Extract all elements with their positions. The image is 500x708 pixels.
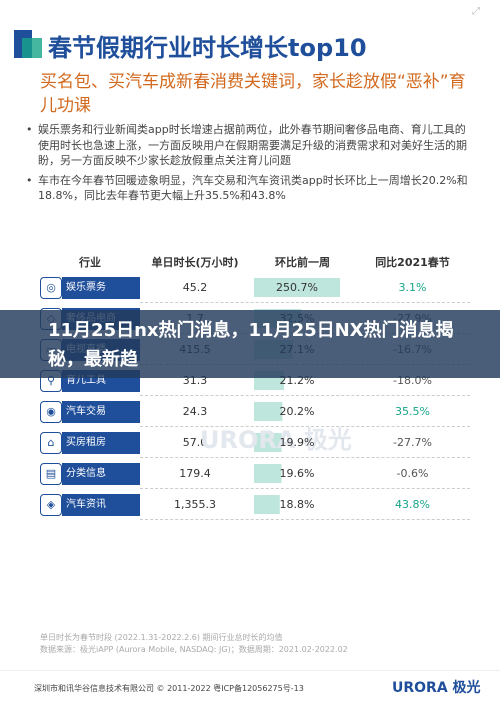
industry-label: 分类信息: [62, 462, 140, 485]
wow-bar-fill: [254, 464, 282, 483]
footnote: 单日时长为春节时段 (2022.1.31-2022.2.6) 期间行业总时长的均…: [40, 632, 348, 656]
industry-label: 汽车交易: [62, 400, 140, 423]
industry-icon: ▤: [40, 462, 62, 485]
wow-cell: 250.7%: [252, 272, 342, 303]
industry-label: 买房租房: [62, 431, 140, 454]
wow-bar-fill: [254, 402, 283, 421]
brand-logo: URORA 极光: [392, 680, 481, 696]
row-divider: [140, 519, 470, 520]
bullet-dot-icon: •: [26, 123, 33, 136]
wow-bar: [254, 433, 282, 452]
logo-icon: [14, 30, 42, 58]
col-header-yoy: 同比2021春节: [375, 256, 450, 269]
overlay-banner[interactable]: 11月25日nx热门消息，11月25日NX热门消息揭秘，最新趋: [0, 310, 500, 378]
wow-cell: 20.2%: [252, 396, 342, 427]
bullet-item: • 娱乐票务和行业新闻类app时长增速占据前两位，此外春节期间奢侈品电商、育儿工…: [26, 122, 476, 169]
banner-text: 11月25日nx热门消息，11月25日NX热门消息揭秘，最新趋: [48, 320, 454, 370]
table-header: 行业 单日时长(万小时) 环比前一周 同比2021春节: [40, 252, 470, 272]
industry-cell: ⌂ 买房租房: [40, 431, 140, 454]
duration-cell: 57.0: [182, 436, 208, 449]
yoy-cell: -0.6%: [396, 467, 429, 480]
bullet-text: 娱乐票务和行业新闻类app时长增速占据前两位，此外春节期间奢侈品电商、育儿工具的…: [38, 123, 467, 167]
table-row: ◉ 汽车交易 24.3 20.2% 35.5%: [40, 396, 470, 427]
duration-cell: 24.3: [182, 405, 208, 418]
bullet-text: 车市在今年春节回暖迹象明显，汽车交易和汽车资讯类app时长环比上一周增长20.2…: [38, 173, 468, 203]
duration-cell: 179.4: [179, 467, 211, 480]
yoy-cell: 3.1%: [398, 281, 427, 294]
wow-bar: [254, 464, 282, 483]
footer: 深圳市和讯华谷信息技术有限公司 © 2011-2022 粤ICP备1205627…: [0, 670, 500, 708]
header: 春节假期行业时长增长top10: [0, 26, 500, 64]
industry-icon: ◉: [40, 400, 62, 423]
col-header-industry: 行业: [79, 256, 101, 269]
expand-icon[interactable]: ⤢: [472, 6, 480, 17]
wow-bar-fill: [254, 278, 340, 297]
watermark-logo: URORA 极光: [200, 426, 352, 454]
bullet-list: • 娱乐票务和行业新闻类app时长增速占据前两位，此外春节期间奢侈品电商、育儿工…: [26, 122, 476, 208]
yoy-cell: 35.5%: [395, 405, 430, 418]
wow-cell: 19.9%: [252, 427, 342, 458]
wow-cell: 19.6%: [252, 458, 342, 489]
subtitle: 买名包、买汽车成新春消费关键词，家长趁放假“恶补”育儿功课: [40, 72, 466, 116]
industry-icon: ◈: [40, 493, 62, 516]
row-divider: [140, 302, 470, 303]
industry-cell: ◈ 汽车资讯: [40, 493, 140, 516]
col-header-wow: 环比前一周: [275, 256, 330, 269]
wow-bar-fill: [254, 433, 282, 452]
wow-bar: [254, 402, 283, 421]
footnote-line: 数据来源：极光iAPP (Aurora Mobile, NASDAQ: JG)；…: [40, 645, 348, 654]
col-header-duration: 单日时长(万小时): [151, 256, 239, 269]
industry-icon: ◎: [40, 276, 62, 299]
table-row: ◈ 汽车资讯 1,355.3 18.8% 43.8%: [40, 489, 470, 520]
wow-value: 20.2%: [279, 405, 315, 418]
yoy-cell: -27.7%: [393, 436, 432, 449]
page-title: 春节假期行业时长增长top10: [48, 34, 367, 62]
copyright-text: 深圳市和讯华谷信息技术有限公司 © 2011-2022 粤ICP备1205627…: [34, 684, 304, 693]
wow-value: 19.6%: [279, 467, 315, 480]
industry-cell: ▤ 分类信息: [40, 462, 140, 485]
row-divider: [140, 488, 470, 489]
wow-value: 250.7%: [276, 281, 318, 294]
wow-value: 18.8%: [279, 498, 315, 511]
industry-cell: ◎ 娱乐票务: [40, 276, 140, 299]
table-row: ▤ 分类信息 179.4 19.6% -0.6%: [40, 458, 470, 489]
table-row: ⌂ 买房租房 57.0 19.9% -27.7%: [40, 427, 470, 458]
industry-label: 娱乐票务: [62, 276, 140, 299]
yoy-cell: 43.8%: [395, 498, 430, 511]
row-divider: [140, 426, 470, 427]
table-row: ◎ 娱乐票务 45.2 250.7% 3.1%: [40, 272, 470, 303]
industry-label: 汽车资讯: [62, 493, 140, 516]
duration-cell: 1,355.3: [174, 498, 216, 511]
footnote-line: 单日时长为春节时段 (2022.1.31-2022.2.6) 期间行业总时长的均…: [40, 633, 283, 642]
wow-bar: [254, 278, 340, 297]
industry-table: 行业 单日时长(万小时) 环比前一周 同比2021春节 ◎ 娱乐票务 45.2 250…: [40, 252, 470, 520]
wow-bar-fill: [254, 495, 280, 514]
wow-bar: [254, 495, 280, 514]
bullet-item: • 车市在今年春节回暖迹象明显，汽车交易和汽车资讯类app时长环比上一周增长20…: [26, 173, 476, 204]
row-divider: [140, 457, 470, 458]
bullet-dot-icon: •: [26, 173, 33, 187]
duration-cell: 45.2: [182, 281, 208, 294]
industry-cell: ◉ 汽车交易: [40, 400, 140, 423]
industry-icon: ⌂: [40, 431, 62, 454]
wow-cell: 18.8%: [252, 489, 342, 520]
wow-value: 19.9%: [279, 436, 315, 449]
row-divider: [140, 395, 470, 396]
